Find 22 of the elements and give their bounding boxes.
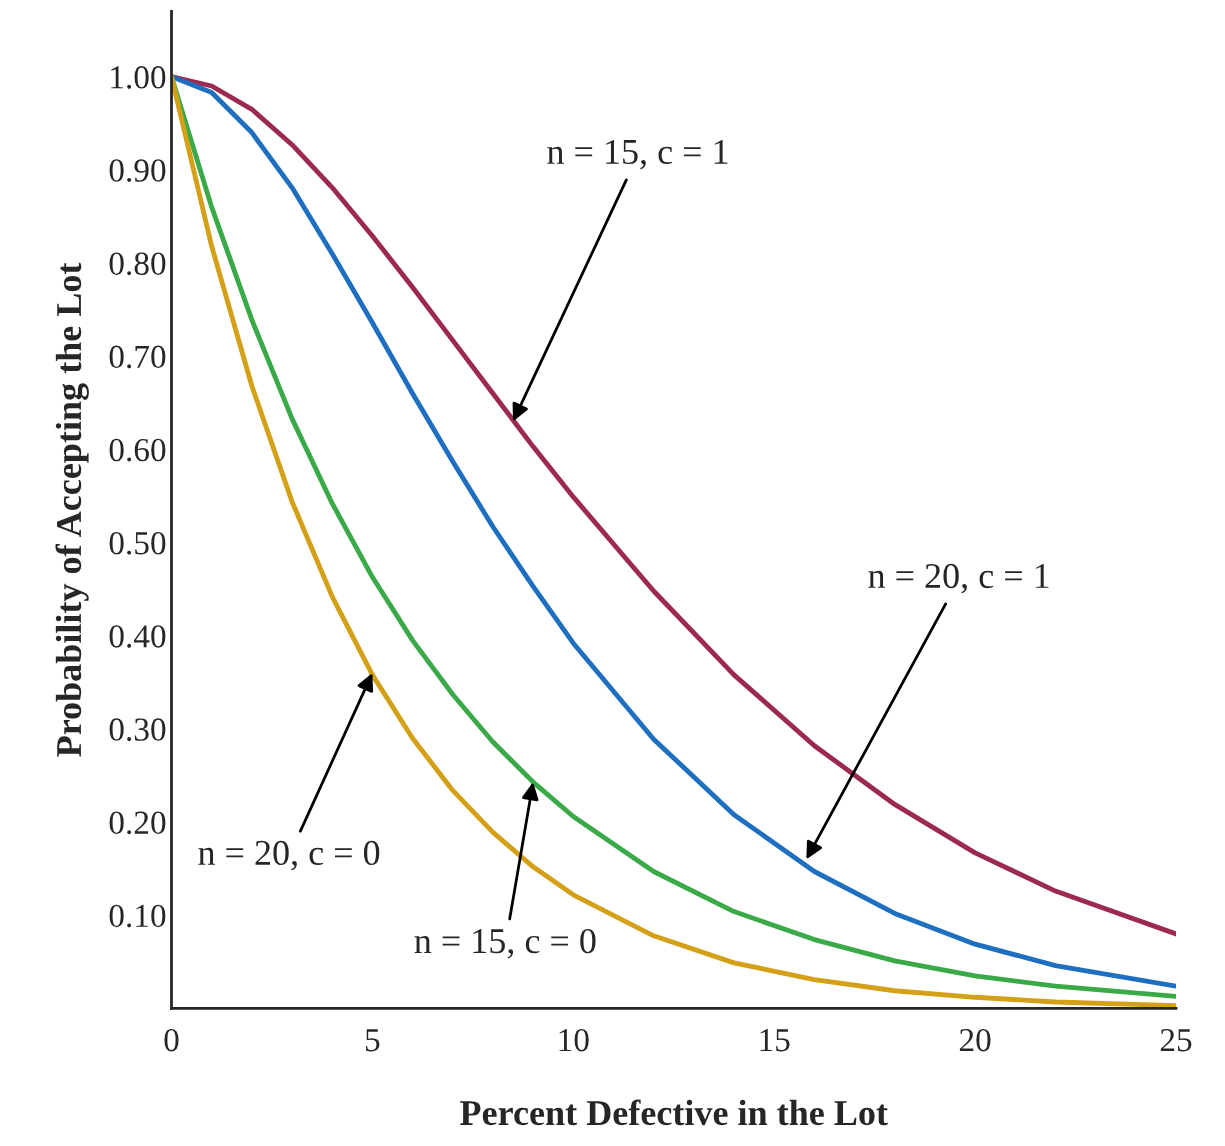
y-tick-label: 0.50 [109, 531, 166, 555]
y-tick-label: 0.20 [109, 811, 166, 835]
x-tick-label: 0 [164, 1028, 179, 1052]
x-tick-label: 25 [1160, 1028, 1192, 1052]
x-tick-label: 5 [366, 1029, 380, 1052]
y-tick-label: 0.80 [109, 252, 166, 276]
y-tick-label: 0.30 [109, 718, 166, 741]
x-tick-label: 15 [760, 1029, 790, 1052]
y-tick-label: 0.60 [109, 438, 166, 462]
y-tick-label: 0.90 [109, 159, 166, 182]
x-axis-title: Percent Defective in the Lot [460, 1099, 888, 1126]
annotation: n = 15, c = 1 [547, 139, 728, 170]
x-tick-label: 10 [559, 1028, 589, 1052]
annotation: n = 15, c = 0 [414, 928, 596, 959]
y-tick-label: 0.10 [109, 904, 166, 928]
y-tick-label: 1.00 [111, 66, 166, 89]
annotation: n = 20, c = 1 [868, 563, 1049, 594]
y-axis-title: Probability of Accepting the Lot [55, 262, 89, 757]
y-tick-label: 0.70 [109, 345, 166, 369]
y-tick-label: 0.40 [109, 625, 166, 648]
x-tick-label: 20 [959, 1028, 991, 1052]
annotation: n = 20, c = 0 [198, 840, 380, 871]
